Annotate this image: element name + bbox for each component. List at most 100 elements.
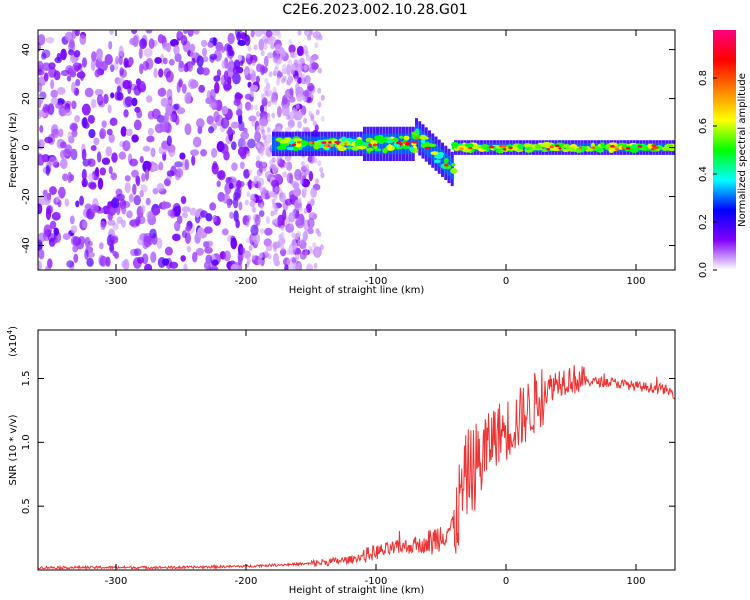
- heatmap-cell: [247, 45, 252, 52]
- heatmap-cell: [208, 126, 215, 134]
- heatmap-cell: [133, 194, 141, 206]
- heatmap-cell: [201, 47, 208, 57]
- heatmap-cell: [44, 136, 53, 144]
- heatmap-cell: [227, 32, 235, 45]
- heatmap-cell: [87, 181, 97, 189]
- heatmap-cell: [419, 136, 429, 140]
- heatmap-cell: [259, 104, 265, 113]
- heatmap-cell: [99, 128, 107, 140]
- heatmap-cell: [262, 165, 267, 172]
- heatmap-cell: [546, 147, 551, 151]
- heatmap-cell: [163, 67, 172, 78]
- heatmap-cell: [554, 144, 560, 148]
- heatmap-cell: [286, 259, 291, 266]
- heatmap-cell: [231, 141, 237, 151]
- heatmap-cell: [221, 105, 229, 115]
- heatmap-cell: [292, 208, 297, 215]
- heatmap-cell: [549, 145, 554, 149]
- heatmap-cell: [258, 252, 263, 259]
- heatmap-cell: [49, 220, 57, 230]
- heatmap-cell: [38, 76, 46, 87]
- heatmap-cell: [274, 43, 283, 55]
- heatmap-cell: [193, 30, 200, 35]
- heatmap-cell: [110, 198, 120, 209]
- heatmap-cell: [138, 47, 143, 60]
- heatmap-cell: [50, 89, 58, 98]
- heatmap-cell: [84, 249, 89, 260]
- heatmap-cell: [94, 88, 104, 96]
- heatmap-cell: [258, 161, 264, 173]
- heatmap-cell: [276, 125, 281, 132]
- y-axis-label: Frequency (Hz): [8, 112, 19, 188]
- heatmap-cell: [434, 159, 441, 164]
- heatmap-cell: [132, 183, 137, 196]
- heatmap-cell: [147, 127, 154, 136]
- heatmap-cell: [131, 134, 139, 143]
- heatmap-cell: [88, 128, 96, 139]
- heatmap-cell: [468, 146, 473, 150]
- heatmap-cell: [459, 147, 464, 150]
- heatmap-cell: [249, 54, 258, 64]
- heatmap-cell: [45, 265, 52, 270]
- heatmap-cell: [233, 210, 239, 222]
- heatmap-cell: [66, 75, 72, 82]
- heatmap-cell: [81, 148, 87, 161]
- heatmap-cell: [250, 90, 255, 97]
- heatmap-cell: [38, 109, 42, 120]
- heatmap-cell: [69, 174, 74, 182]
- heatmap-cell: [116, 85, 121, 93]
- x-axis-label: Height of straight line (km): [289, 585, 425, 596]
- colorbar-tick-label: 0.0: [698, 262, 709, 278]
- heatmap-cell: [392, 137, 399, 143]
- heatmap-cell: [295, 253, 300, 260]
- heatmap-cell: [148, 38, 155, 50]
- heatmap-cell: [38, 203, 43, 215]
- heatmap-cell: [173, 103, 180, 110]
- heatmap-cell: [281, 104, 290, 117]
- heatmap-cell: [408, 146, 415, 151]
- heatmap-cell: [181, 230, 187, 238]
- heatmap-cell: [288, 39, 293, 46]
- heatmap-cell: [41, 49, 51, 59]
- heatmap-cell: [97, 51, 104, 62]
- heatmap-cell: [106, 128, 113, 136]
- heatmap-cell: [197, 125, 203, 135]
- heatmap-cell: [81, 57, 88, 68]
- heatmap-cell: [159, 121, 169, 133]
- heatmap-cell: [180, 195, 187, 205]
- heatmap-cell: [308, 63, 313, 70]
- heatmap-cell: [312, 120, 317, 127]
- heatmap-cell: [253, 44, 258, 51]
- heatmap-cell: [169, 261, 179, 269]
- heatmap-cell: [142, 253, 149, 265]
- heatmap-cell: [196, 55, 204, 68]
- heatmap-cell: [621, 146, 625, 150]
- heatmap-cell: [87, 158, 96, 167]
- heatmap-cell: [415, 136, 419, 139]
- heatmap-cell: [321, 141, 327, 144]
- heatmap-cell: [412, 140, 417, 144]
- heatmap-cell: [650, 147, 655, 151]
- heatmap-cell: [183, 63, 189, 73]
- heatmap-cell: [288, 44, 296, 54]
- heatmap-cell: [221, 228, 229, 236]
- heatmap-cell: [223, 250, 231, 262]
- heatmap-cell: [145, 30, 153, 34]
- heatmap-cell: [249, 67, 254, 74]
- heatmap-cell: [251, 120, 256, 127]
- heatmap-cell: [96, 151, 102, 163]
- heatmap-cell: [313, 144, 321, 150]
- heatmap-cell: [191, 57, 196, 66]
- heatmap-cell: [162, 57, 168, 65]
- heatmap-cell: [291, 180, 299, 189]
- heatmap-cell: [297, 197, 302, 204]
- heatmap-cell: [310, 187, 318, 198]
- heatmap-cell: [265, 243, 273, 252]
- heatmap-cell: [237, 39, 246, 46]
- y-tick-label: 0.5: [21, 498, 32, 514]
- heatmap-cell: [269, 159, 274, 166]
- heatmap-cell: [115, 55, 120, 64]
- heatmap-cell: [160, 97, 169, 107]
- heatmap-cell: [58, 128, 64, 138]
- heatmap-cell: [81, 103, 91, 116]
